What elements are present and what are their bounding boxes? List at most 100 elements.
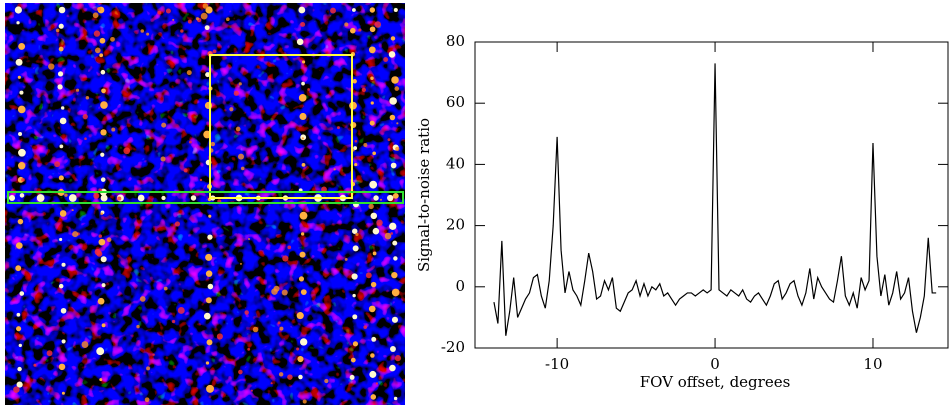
source	[393, 256, 398, 261]
source	[368, 46, 376, 54]
source	[298, 276, 305, 282]
source	[354, 139, 358, 143]
source	[370, 281, 377, 288]
source	[203, 312, 211, 320]
source	[352, 245, 359, 252]
source	[390, 346, 396, 352]
source	[206, 384, 215, 393]
source	[300, 21, 306, 27]
source	[82, 114, 88, 120]
source	[57, 84, 63, 90]
source	[97, 297, 105, 305]
y-tick-label: 0	[455, 277, 465, 295]
source	[96, 347, 105, 356]
source	[57, 71, 64, 77]
plot: -20 0 20 40 60 80 -10 0 10	[441, 32, 948, 373]
source	[363, 325, 368, 329]
source	[387, 194, 394, 202]
source	[352, 341, 359, 347]
source	[372, 251, 377, 256]
source	[16, 326, 22, 332]
source	[374, 21, 382, 28]
source	[300, 289, 307, 296]
source	[19, 193, 25, 198]
source	[387, 138, 391, 142]
y-axis-label: Signal-to-noise ratio	[415, 118, 433, 272]
source	[353, 146, 358, 150]
source	[240, 166, 245, 171]
source	[390, 232, 394, 235]
source	[352, 293, 356, 298]
source	[368, 305, 376, 313]
source	[282, 255, 289, 262]
source	[392, 192, 399, 199]
source	[92, 12, 99, 19]
source	[17, 75, 21, 79]
source	[333, 168, 336, 171]
source	[391, 288, 400, 297]
source	[204, 101, 213, 110]
source	[248, 238, 251, 241]
source	[350, 27, 356, 34]
source	[278, 372, 284, 377]
source	[238, 82, 242, 86]
source	[160, 156, 166, 162]
source	[71, 209, 74, 212]
source	[205, 297, 212, 304]
source	[205, 253, 213, 261]
source	[206, 339, 213, 346]
source	[371, 336, 377, 342]
source	[369, 180, 378, 189]
source	[297, 356, 304, 363]
source	[370, 394, 377, 400]
source	[394, 86, 400, 91]
source	[369, 7, 376, 13]
source	[8, 194, 16, 202]
source	[383, 57, 389, 62]
source	[226, 17, 230, 22]
source	[100, 256, 107, 263]
source	[59, 144, 64, 149]
source	[375, 382, 379, 385]
source	[349, 101, 357, 110]
source	[190, 195, 197, 201]
source	[117, 196, 122, 201]
source	[270, 382, 273, 385]
y-tick-label: 20	[446, 216, 465, 234]
source	[61, 391, 65, 395]
source	[60, 106, 65, 110]
source	[98, 238, 106, 246]
source	[352, 314, 358, 320]
source	[172, 18, 175, 21]
source	[100, 129, 107, 136]
source	[344, 257, 348, 261]
source	[101, 283, 106, 288]
source	[373, 195, 379, 201]
source	[177, 306, 185, 314]
source	[58, 283, 64, 289]
source	[93, 192, 100, 199]
source	[183, 168, 188, 173]
source	[298, 374, 303, 380]
source	[365, 272, 372, 279]
source	[13, 386, 20, 393]
source	[395, 146, 400, 151]
source	[136, 324, 140, 329]
source	[396, 122, 399, 125]
source	[372, 151, 377, 156]
source	[277, 321, 281, 325]
source	[188, 140, 192, 144]
source	[324, 378, 329, 384]
source	[369, 120, 375, 126]
source	[96, 250, 103, 257]
source	[370, 76, 374, 80]
source	[100, 212, 104, 216]
source	[208, 214, 212, 218]
source	[98, 234, 103, 238]
source	[391, 76, 399, 84]
source	[16, 312, 21, 317]
source	[384, 232, 392, 240]
source	[281, 289, 288, 296]
